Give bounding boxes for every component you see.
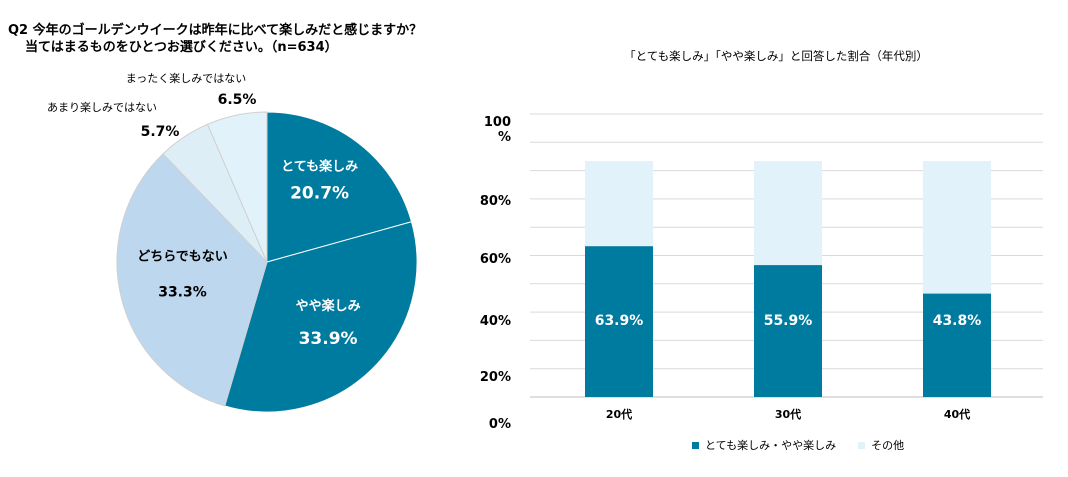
y-tick-label-80: 80% xyxy=(480,194,511,209)
pie-slice-3 xyxy=(116,153,268,407)
bar-other-2 xyxy=(754,161,822,266)
y-tick-label-100-unit: % xyxy=(498,130,511,145)
question-line-1: Q2 今年のゴールデンウイークは昨年に比べて楽しみだと感じますか？ xyxy=(8,23,423,38)
bar-favorable-2 xyxy=(754,265,822,397)
legend-swatch-light xyxy=(858,441,866,449)
pie-slice-1 xyxy=(266,111,413,263)
legend-label-favorable: とても楽しみ・やや楽しみ xyxy=(705,439,837,452)
bar-legend: とても楽しみ・やや楽しみ その他 xyxy=(692,437,904,453)
x-tick-label-1: 20代 xyxy=(606,407,632,421)
x-tick-label-2: 30代 xyxy=(775,407,801,421)
legend-label-other: その他 xyxy=(871,439,905,452)
bar-data-label-1: 63.9% xyxy=(595,313,644,329)
pie-label-4: あまり楽しみではない xyxy=(47,101,157,114)
pie-value-1: 20.7% xyxy=(290,184,349,204)
bar-favorable-1 xyxy=(585,246,653,397)
bar-other-3 xyxy=(923,161,991,294)
question-line-2: 当てはまるものをひとつお選びください。（n=634） xyxy=(25,40,338,55)
bar-data-label-3: 43.8% xyxy=(933,313,982,329)
question-title: Q2 今年のゴールデンウイークは昨年に比べて楽しみだと感じますか？ 当てはまるもの… xyxy=(8,22,422,56)
pie-chart: とても楽しみ 20.7% やや楽しみ 33.9% どちらでもない 33.3% あまり楽しみで… xyxy=(47,72,418,413)
pie-slice-2 xyxy=(224,221,418,413)
y-tick-label-20: 20% xyxy=(480,370,511,385)
y-tick-label-40: 40% xyxy=(480,314,511,329)
y-tick-label-60: 60% xyxy=(480,252,511,267)
pie-value-3: 33.3% xyxy=(158,285,207,301)
pie-value-5: 6.5% xyxy=(218,92,257,108)
bar-chart-title: 「とても楽しみ」「やや楽しみ」と回答した割合（年代別） xyxy=(624,49,928,63)
pie-label-5: まったく楽しみではない xyxy=(126,72,247,85)
bar-favorable-3 xyxy=(923,293,991,397)
pie-value-4: 5.7% xyxy=(141,124,180,140)
y-tick-label-0: 0% xyxy=(489,417,511,432)
bar-other-1 xyxy=(585,161,653,247)
legend-swatch-dark xyxy=(692,441,699,449)
y-tick-label-100: 100 xyxy=(484,115,511,130)
pie-value-2: 33.9% xyxy=(299,329,358,349)
x-tick-label-3: 40代 xyxy=(944,407,970,421)
pie-label-3: どちらでもない xyxy=(137,250,228,265)
pie-label-1: とても楽しみ xyxy=(281,159,358,175)
bar-data-label-2: 55.9% xyxy=(764,313,813,329)
pie-slice-5 xyxy=(206,111,268,263)
pie-label-2: やや楽しみ xyxy=(296,298,361,314)
